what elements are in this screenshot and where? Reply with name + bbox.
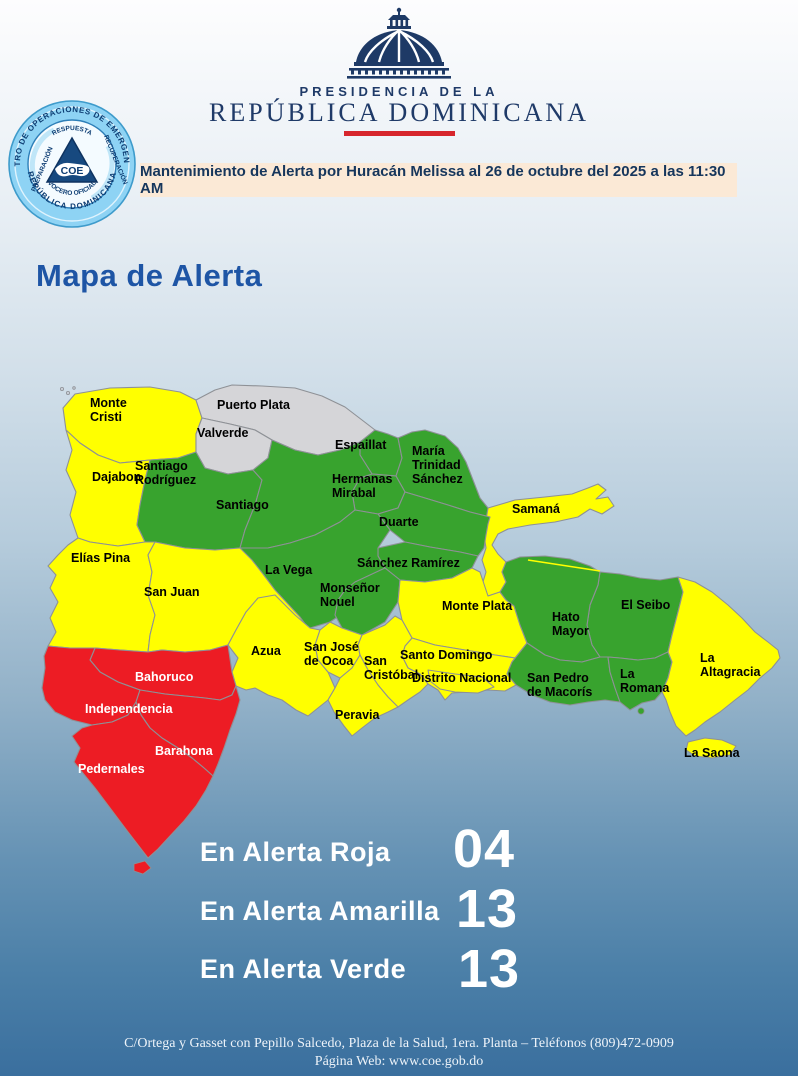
legend-label-roja: En Alerta Roja [200,837,391,867]
province-shape-la-saona [685,737,737,759]
alert-banner: Mantenimiento de Alerta por Huracán Meli… [140,163,737,197]
province-shape-samana [481,483,615,597]
nw-cay-1-islet [60,386,65,391]
legend-label-amarilla: En Alerta Amarilla [200,896,440,926]
header-red-divider [344,131,455,136]
province-shape-san-pedro-de-macoris [506,642,621,706]
presidencia-label: PRESIDENCIA DE LA [299,84,499,99]
footer-website: Página Web: www.coe.gob.do [314,1054,484,1069]
legend-label-verde: En Alerta Verde [200,954,407,984]
province-shape-azua [227,594,336,717]
seal-coe-text: COE [61,165,84,177]
catalina-islet-islet [637,707,645,715]
province-shape-elias-pina [47,537,156,653]
nw-cay-3-islet [72,386,76,390]
province-shape-distrito-nacional [427,669,495,694]
republica-label: REPÚBLICA DOMINICANA [209,98,589,127]
province-shape-pedernales [71,701,214,859]
province-shape-peravia [327,654,399,737]
pedernales-cay-islet [133,860,152,875]
footer-address: C/Ortega y Gasset con Pepillo Salcedo, P… [124,1036,674,1051]
coe-seal: CENTRO DE OPERACIONES DE EMERGENCIAS REP… [6,98,136,228]
nw-cay-2-islet [66,390,71,395]
palace-dome-icon [347,7,451,79]
legend-value-amarilla: 13 [456,879,519,939]
province-shape-el-seibo [586,571,684,661]
province-shape-la-altagracia [661,576,781,737]
legend-value-verde: 13 [458,939,521,999]
alert-banner-text: Mantenimiento de Alerta por Huracán Meli… [140,163,726,197]
legend-value-roja: 04 [453,819,516,879]
page-title: Mapa de Alerta [36,258,263,293]
bay-shore-sliver [527,559,601,572]
